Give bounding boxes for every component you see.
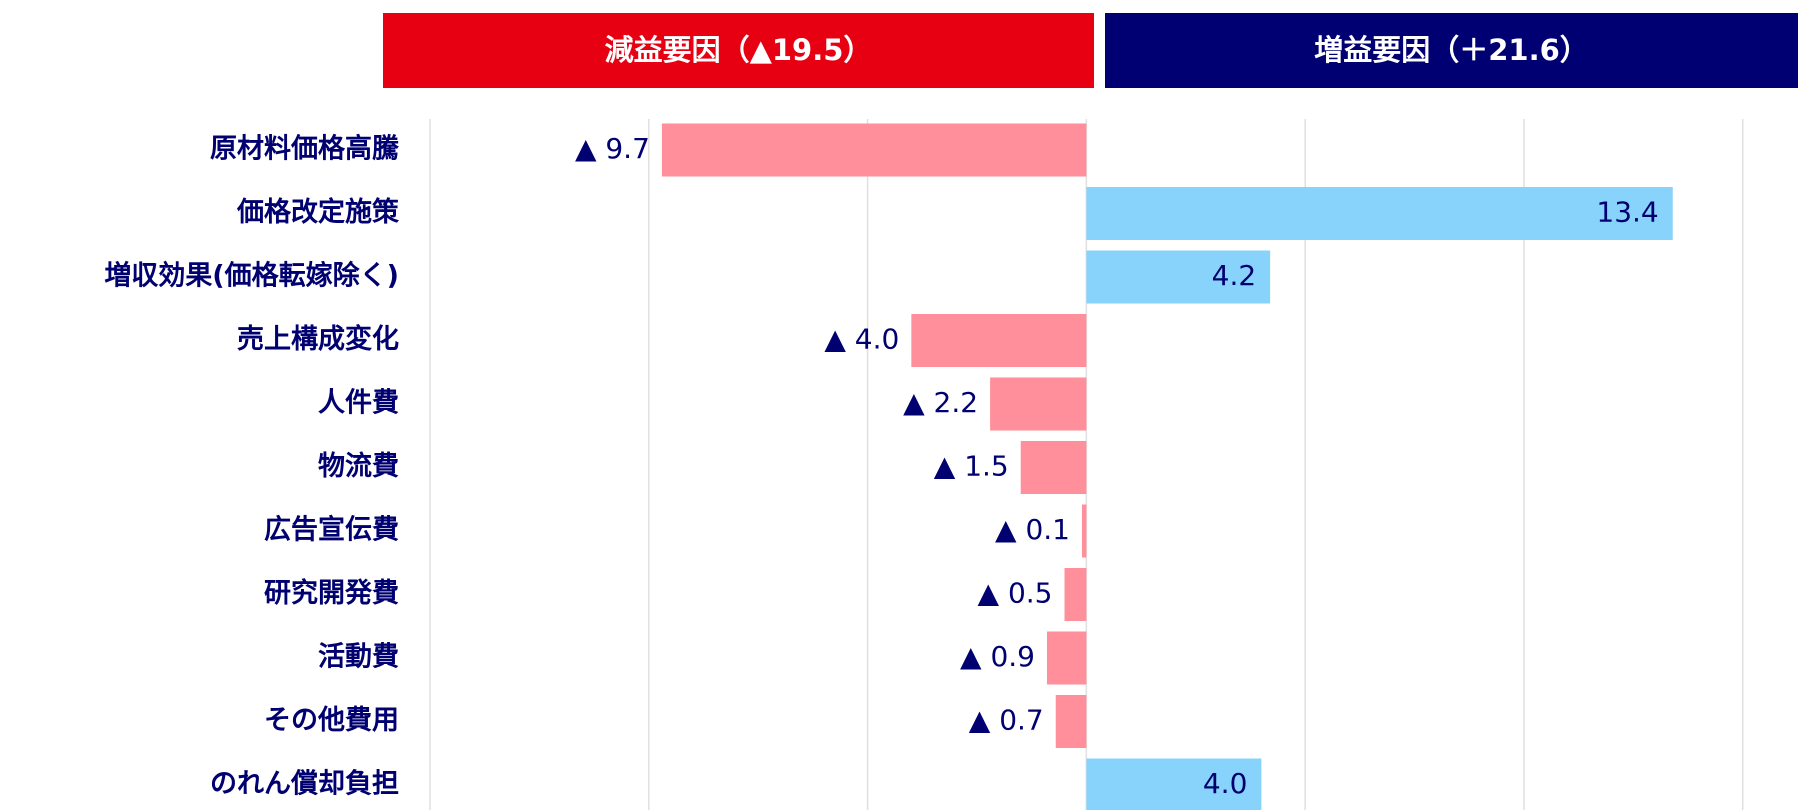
category-label: 物流費 — [318, 451, 399, 482]
category-label: 研究開発費 — [264, 577, 399, 609]
category-label: 売上構成変化 — [237, 323, 399, 355]
value-label: ▲ 9.7 — [575, 132, 650, 165]
bar — [1064, 568, 1087, 621]
value-label: ▲ 0.5 — [978, 577, 1053, 610]
category-label: のれん償却負担 — [210, 769, 399, 800]
value-label: 13.4 — [1596, 196, 1658, 229]
bar — [1046, 631, 1087, 685]
bar — [1086, 250, 1271, 304]
header-label: 増益要因（＋21.6） — [1314, 33, 1589, 67]
bar — [911, 314, 1087, 367]
header-box — [1105, 13, 1798, 88]
category-label: 増収効果(価格転嫁除く) — [104, 260, 399, 292]
value-label: 4.0 — [1203, 767, 1248, 800]
header-box — [383, 13, 1094, 88]
bar — [1086, 758, 1262, 810]
category-label: 原材料価格高騰 — [210, 133, 400, 165]
header-label: 減益要因（▲19.5） — [605, 33, 873, 67]
bar — [1081, 504, 1087, 558]
category-label: 活動費 — [318, 642, 399, 673]
bar — [990, 377, 1087, 431]
value-label: ▲ 0.1 — [995, 513, 1070, 546]
value-label: ▲ 0.7 — [969, 704, 1044, 737]
bar — [661, 123, 1087, 177]
value-label: ▲ 4.0 — [824, 323, 899, 356]
category-label: その他費用 — [264, 705, 399, 736]
value-label: 4.2 — [1212, 259, 1257, 292]
value-label: ▲ 2.2 — [903, 386, 978, 419]
bar — [1020, 441, 1087, 494]
bar — [1055, 695, 1087, 748]
bar — [1086, 187, 1673, 240]
value-label: ▲ 1.5 — [934, 450, 1009, 483]
category-label: 価格改定施策 — [236, 196, 400, 228]
value-label: ▲ 0.9 — [960, 640, 1035, 673]
category-label: 広告宣伝費 — [264, 514, 399, 546]
category-label: 人件費 — [318, 388, 399, 419]
